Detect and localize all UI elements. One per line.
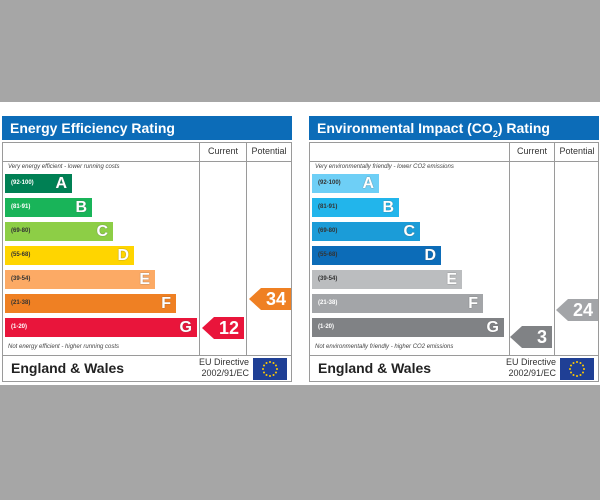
rating-grid: Current Potential Very energy efficient …	[2, 142, 292, 356]
potential-rating-arrow: 24	[556, 299, 598, 321]
column-divider	[246, 143, 247, 355]
bottom-caption: Not environmentally friendly - higher CO…	[315, 344, 454, 350]
column-divider	[509, 143, 510, 355]
band-c: (69-80) C	[5, 222, 113, 241]
band-range: (92-100)	[11, 180, 34, 186]
band-letter: F	[161, 295, 171, 312]
band-letter: B	[75, 199, 87, 216]
region-label: England & Wales	[11, 360, 125, 376]
column-divider	[554, 143, 555, 355]
footer: England & Wales EU Directive 2002/91/EC	[2, 356, 292, 382]
band-letter: F	[468, 295, 478, 312]
panel-title: Environmental Impact (CO2) Rating	[309, 116, 599, 140]
title-subscript: 2	[492, 128, 498, 139]
band-range: (39-54)	[318, 276, 338, 282]
band-letter: G	[179, 319, 192, 336]
energy-efficiency-panel: Energy Efficiency Rating Current Potenti…	[2, 116, 292, 382]
footer: England & Wales EU Directive 2002/91/EC	[309, 356, 599, 382]
header-divider	[310, 161, 598, 162]
column-divider	[199, 143, 200, 355]
panel-title: Energy Efficiency Rating	[2, 116, 292, 140]
bottom-caption: Not energy efficient - higher running co…	[8, 344, 120, 350]
band-range: (1-20)	[318, 324, 335, 330]
band-g: (1-20) G	[5, 318, 197, 337]
band-b: (81-91) B	[312, 198, 399, 217]
title-prefix: Environmental Impact (CO	[317, 120, 493, 136]
title-suffix: ) Rating	[497, 120, 550, 136]
band-letter: C	[96, 223, 108, 240]
rating-grid: Current Potential Very environmentally f…	[309, 142, 599, 356]
band-f: (21-38) F	[312, 294, 483, 313]
directive-line2: 2002/91/EC	[201, 368, 249, 378]
eu-flag-icon	[253, 358, 287, 380]
band-range: (55-68)	[11, 252, 31, 258]
band-letter: D	[117, 247, 129, 264]
directive-line1: EU Directive	[505, 357, 556, 367]
band-range: (21-38)	[318, 300, 338, 306]
band-range: (21-38)	[11, 300, 31, 306]
current-rating-arrow: 3	[510, 326, 552, 348]
column-header-potential: Potential	[251, 146, 287, 156]
band-letter: D	[424, 247, 436, 264]
band-b: (81-91) B	[5, 198, 92, 217]
band-e: (39-54) E	[312, 270, 462, 289]
band-letter: E	[446, 271, 457, 288]
column-header-current: Current	[516, 146, 547, 156]
eu-directive: EU Directive 2002/91/EC	[199, 357, 249, 379]
band-letter: E	[139, 271, 150, 288]
band-range: (1-20)	[11, 324, 28, 330]
region-label: England & Wales	[318, 360, 432, 376]
top-caption: Very environmentally friendly - lower CO…	[315, 164, 454, 170]
band-range: (92-100)	[318, 180, 341, 186]
potential-rating-arrow: 34	[249, 288, 291, 310]
eu-directive: EU Directive 2002/91/EC	[506, 357, 556, 379]
band-range: (55-68)	[318, 252, 338, 258]
band-range: (81-91)	[11, 204, 31, 210]
band-range: (69-80)	[11, 228, 31, 234]
band-range: (81-91)	[318, 204, 338, 210]
eu-flag-icon	[560, 358, 594, 380]
band-letter: B	[382, 199, 394, 216]
band-range: (39-54)	[11, 276, 31, 282]
top-caption: Very energy efficient - lower running co…	[8, 164, 120, 170]
directive-line1: EU Directive	[198, 357, 249, 367]
band-range: (69-80)	[318, 228, 338, 234]
band-g: (1-20) G	[312, 318, 504, 337]
band-letter: G	[486, 319, 499, 336]
band-e: (39-54) E	[5, 270, 155, 289]
band-letter: C	[403, 223, 415, 240]
directive-line2: 2002/91/EC	[508, 368, 556, 378]
band-a: (92-100) A	[5, 174, 72, 193]
band-d: (55-68) D	[5, 246, 134, 265]
band-f: (21-38) F	[5, 294, 176, 313]
band-c: (69-80) C	[312, 222, 420, 241]
column-header-current: Current	[207, 146, 238, 156]
current-rating-arrow: 12	[202, 317, 244, 339]
column-header-potential: Potential	[559, 146, 595, 156]
band-letter: A	[362, 175, 374, 192]
band-d: (55-68) D	[312, 246, 441, 265]
environmental-impact-panel: Environmental Impact (CO2) Rating Curren…	[309, 116, 599, 382]
band-a: (92-100) A	[312, 174, 379, 193]
band-letter: A	[55, 175, 67, 192]
header-divider	[3, 161, 291, 162]
